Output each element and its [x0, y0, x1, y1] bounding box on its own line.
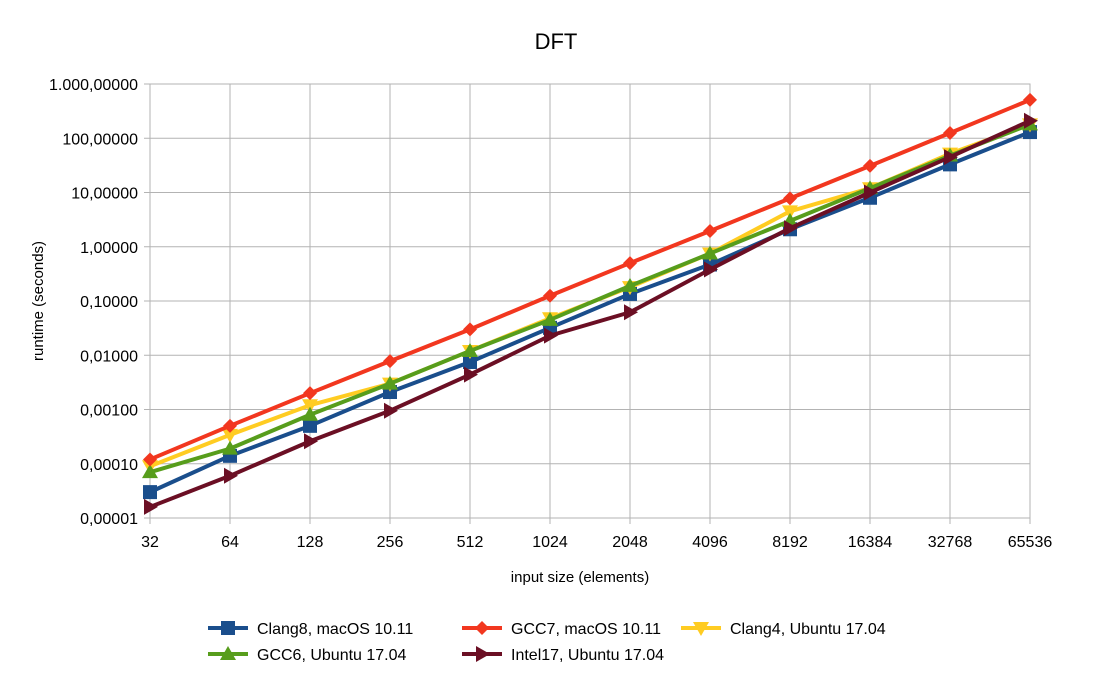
legend-marker: [220, 646, 236, 660]
data-point: [302, 406, 318, 421]
x-tick-label: 32768: [928, 534, 973, 551]
y-tick-label: 0,00010: [80, 457, 138, 474]
legend-marker: [221, 621, 235, 635]
x-axis-tick-labels: 32 64 128 256 512 1024 2048 4096 8192 16384 32768 6…: [141, 534, 1052, 551]
legend-marker: [475, 621, 489, 635]
x-tick-label: 32: [141, 534, 159, 551]
series-line: [148, 97, 1032, 462]
data-point: [863, 158, 877, 173]
data-point: [382, 375, 398, 390]
series-line: [148, 130, 1032, 495]
data-point: [703, 224, 717, 239]
data-point: [304, 433, 318, 450]
legend-label: GCC6, Ubuntu 17.04: [257, 647, 407, 664]
series-layer: [142, 92, 1038, 515]
data-point: [784, 220, 798, 237]
x-tick-label: 65536: [1008, 534, 1053, 551]
legend-label: Intel17, Ubuntu 17.04: [511, 647, 664, 664]
data-point: [224, 467, 238, 484]
y-axis-tick-labels: 0,00001 0,00010 0,00100 0,01000 0,10000 1,000…: [49, 77, 138, 528]
data-point: [622, 277, 638, 292]
legend-item: Intel17, Ubuntu 17.04: [462, 646, 664, 664]
legend-marker: [476, 646, 490, 662]
x-tick-label: 128: [297, 534, 324, 551]
legend-item: Clang8, macOS 10.11: [208, 621, 413, 638]
x-tick-label: 4096: [692, 534, 728, 551]
data-point: [222, 440, 238, 455]
data-point: [702, 245, 718, 260]
y-tick-label: 0,01000: [80, 348, 138, 365]
data-point: [1023, 92, 1037, 107]
data-point: [463, 355, 477, 370]
data-point: [383, 354, 397, 369]
series-line: [148, 118, 1032, 509]
data-point: [623, 256, 637, 271]
x-tick-label: 8192: [772, 534, 808, 551]
data-point: [542, 311, 558, 326]
y-tick-label: 1.000,00000: [49, 77, 138, 94]
data-point: [303, 386, 317, 401]
legend-label: GCC7, macOS 10.11: [511, 621, 661, 638]
y-axis-label: runtime (seconds): [30, 241, 47, 361]
x-tick-label: 2048: [612, 534, 648, 551]
data-point: [544, 327, 558, 344]
legend-item: GCC6, Ubuntu 17.04: [208, 646, 407, 664]
data-point: [1024, 112, 1038, 129]
series-line: [148, 122, 1032, 475]
data-point: [223, 418, 237, 433]
data-point: [384, 402, 398, 419]
data-point: [783, 191, 797, 206]
data-point: [143, 485, 157, 500]
y-tick-label: 0,00100: [80, 403, 138, 420]
data-point: [463, 322, 477, 337]
data-point: [142, 464, 158, 479]
data-point: [464, 366, 478, 383]
y-tick-label: 10,00000: [71, 186, 138, 203]
data-point: [303, 418, 317, 433]
legend: Clang8, macOS 10.11 GCC7, macOS 10.11 Clan…: [208, 621, 886, 664]
data-point: [782, 205, 798, 220]
x-tick-label: 16384: [848, 534, 893, 551]
data-point: [143, 452, 157, 467]
data-point: [144, 498, 158, 515]
series-clang4-ubuntu-17-04: [142, 118, 1038, 475]
x-tick-label: 64: [221, 534, 239, 551]
series-clang8-macos-10-11: [143, 125, 1037, 500]
data-point: [864, 184, 878, 201]
chart-title: DFT: [535, 29, 578, 54]
series-gcc6-ubuntu-17-04: [142, 116, 1038, 479]
x-tick-label: 1024: [532, 534, 568, 551]
y-tick-label: 100,00000: [62, 131, 138, 148]
data-point: [704, 261, 718, 278]
data-point: [943, 125, 957, 140]
series-gcc7-macos-10-11: [143, 92, 1037, 467]
data-point: [222, 428, 238, 443]
legend-label: Clang4, Ubuntu 17.04: [730, 621, 886, 638]
series-intel17-ubuntu-17-04: [144, 112, 1038, 515]
data-point: [462, 342, 478, 357]
y-tick-label: 1,00000: [80, 240, 138, 257]
y-tick-label: 0,10000: [80, 294, 138, 311]
data-point: [944, 149, 958, 166]
legend-item: GCC7, macOS 10.11: [462, 621, 661, 638]
legend-marker: [693, 622, 709, 636]
x-tick-label: 512: [457, 534, 484, 551]
data-point: [302, 399, 318, 414]
data-point: [543, 288, 557, 303]
x-tick-label: 256: [377, 534, 404, 551]
data-point: [624, 304, 638, 321]
plot-area-frame: [149, 83, 1031, 519]
y-tick-label: 0,00001: [80, 511, 138, 528]
legend-label: Clang8, macOS 10.11: [257, 621, 413, 638]
legend-item: Clang4, Ubuntu 17.04: [681, 621, 886, 638]
x-axis-label: input size (elements): [511, 569, 649, 586]
